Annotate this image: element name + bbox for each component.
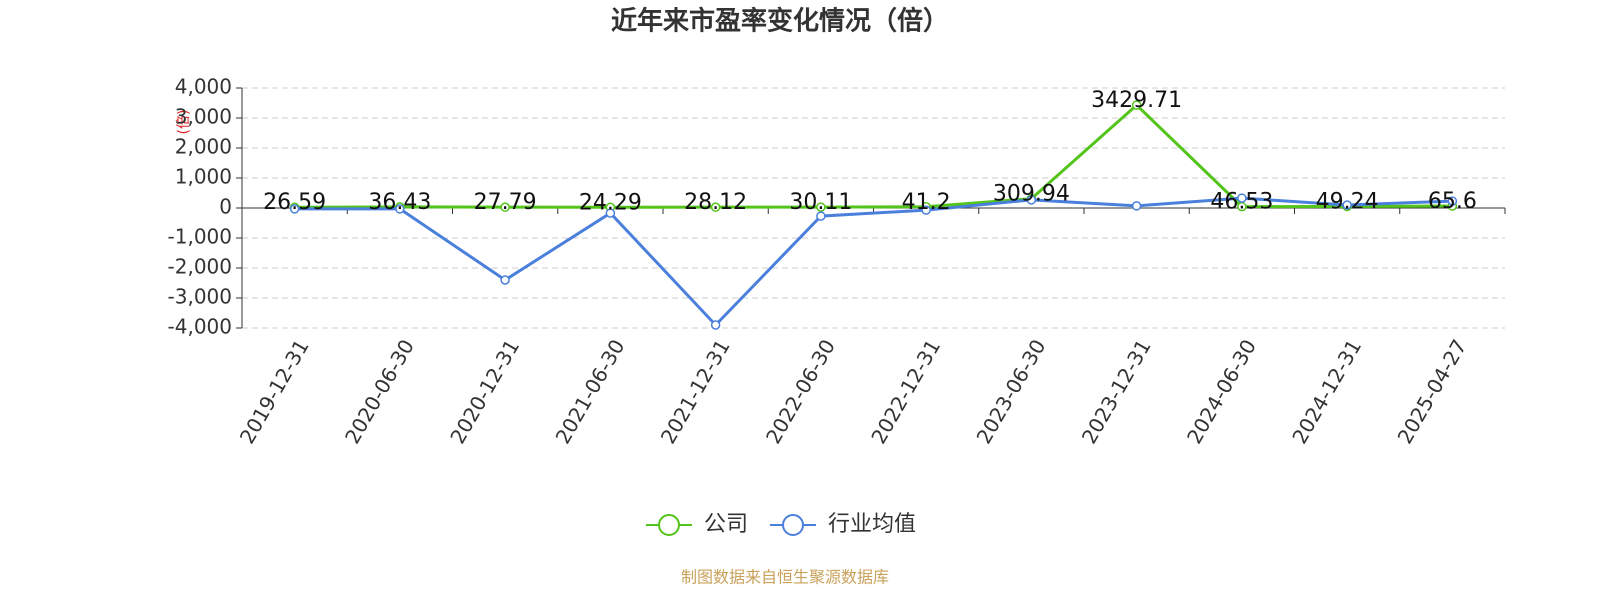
source-note: 制图数据来自恒生聚源数据库 xyxy=(681,568,889,587)
data-label: 24.29 xyxy=(579,190,642,215)
y-tick-label: 1,000 xyxy=(175,165,232,189)
data-point xyxy=(816,202,826,212)
y-tick-label: 3,000 xyxy=(175,105,232,129)
legend-label: 行业均值 xyxy=(828,512,916,537)
data-point xyxy=(816,211,826,221)
x-tick-label: 2020-06-30 xyxy=(340,335,419,448)
data-point xyxy=(710,320,721,330)
data-point xyxy=(1447,196,1458,206)
legend-marker xyxy=(658,514,680,536)
data-label: 28.12 xyxy=(684,190,747,215)
x-tick-label: 2021-06-30 xyxy=(551,335,630,448)
y-tick-label: -4,000 xyxy=(168,315,232,339)
data-point xyxy=(1131,201,1142,211)
data-point xyxy=(710,202,721,212)
y-tick-label: -2,000 xyxy=(168,255,232,279)
legend-marker xyxy=(782,514,805,536)
series-line xyxy=(294,103,1453,209)
data-point xyxy=(1131,100,1142,110)
y-tick-label: -1,000 xyxy=(168,225,232,249)
y-tick-label: 2,000 xyxy=(175,135,232,159)
data-label: 309.94 xyxy=(993,182,1070,207)
data-label: 46.53 xyxy=(1210,190,1273,215)
data-label: 26.59 xyxy=(263,190,326,215)
x-tick-label: 2023-06-30 xyxy=(972,335,1051,448)
x-tick-label: 2025-04-27 xyxy=(1393,335,1472,448)
y-tick-label: -3,000 xyxy=(168,285,232,309)
data-point xyxy=(921,205,931,215)
data-point xyxy=(395,204,405,214)
data-point xyxy=(605,208,616,218)
data-label: 3429.71 xyxy=(1091,88,1182,113)
data-point xyxy=(1342,200,1352,210)
x-tick-label: 2020-12-31 xyxy=(445,335,524,448)
x-tick-label: 2019-12-31 xyxy=(235,335,314,448)
x-tick-label: 2023-12-31 xyxy=(1077,335,1156,448)
x-tick-label: 2022-06-30 xyxy=(761,335,840,448)
data-label: 36.43 xyxy=(368,190,431,215)
chart-title: 近年来市盈率变化情况（倍） xyxy=(611,6,949,37)
x-tick-label: 2024-06-30 xyxy=(1182,335,1261,448)
x-tick-label: 2024-12-31 xyxy=(1287,335,1366,448)
data-point xyxy=(1026,195,1037,205)
data-point xyxy=(500,202,510,212)
data-label: 41.2 xyxy=(902,190,951,215)
data-point xyxy=(500,275,510,285)
data-point xyxy=(1237,193,1247,203)
legend-label: 公司 xyxy=(704,512,748,537)
y-axis-label: (倍) xyxy=(176,110,192,135)
data-point xyxy=(289,204,300,214)
x-tick-label: 2021-12-31 xyxy=(656,335,735,448)
data-label: 30.11 xyxy=(789,190,852,215)
data-label: 65.6 xyxy=(1428,189,1477,214)
y-tick-label: 0 xyxy=(219,195,232,219)
x-tick-label: 2022-12-31 xyxy=(866,335,945,448)
y-tick-label: 4,000 xyxy=(175,75,232,99)
series-line xyxy=(294,196,1453,328)
data-label: 49.24 xyxy=(1316,190,1379,215)
data-label: 27.79 xyxy=(474,190,537,215)
